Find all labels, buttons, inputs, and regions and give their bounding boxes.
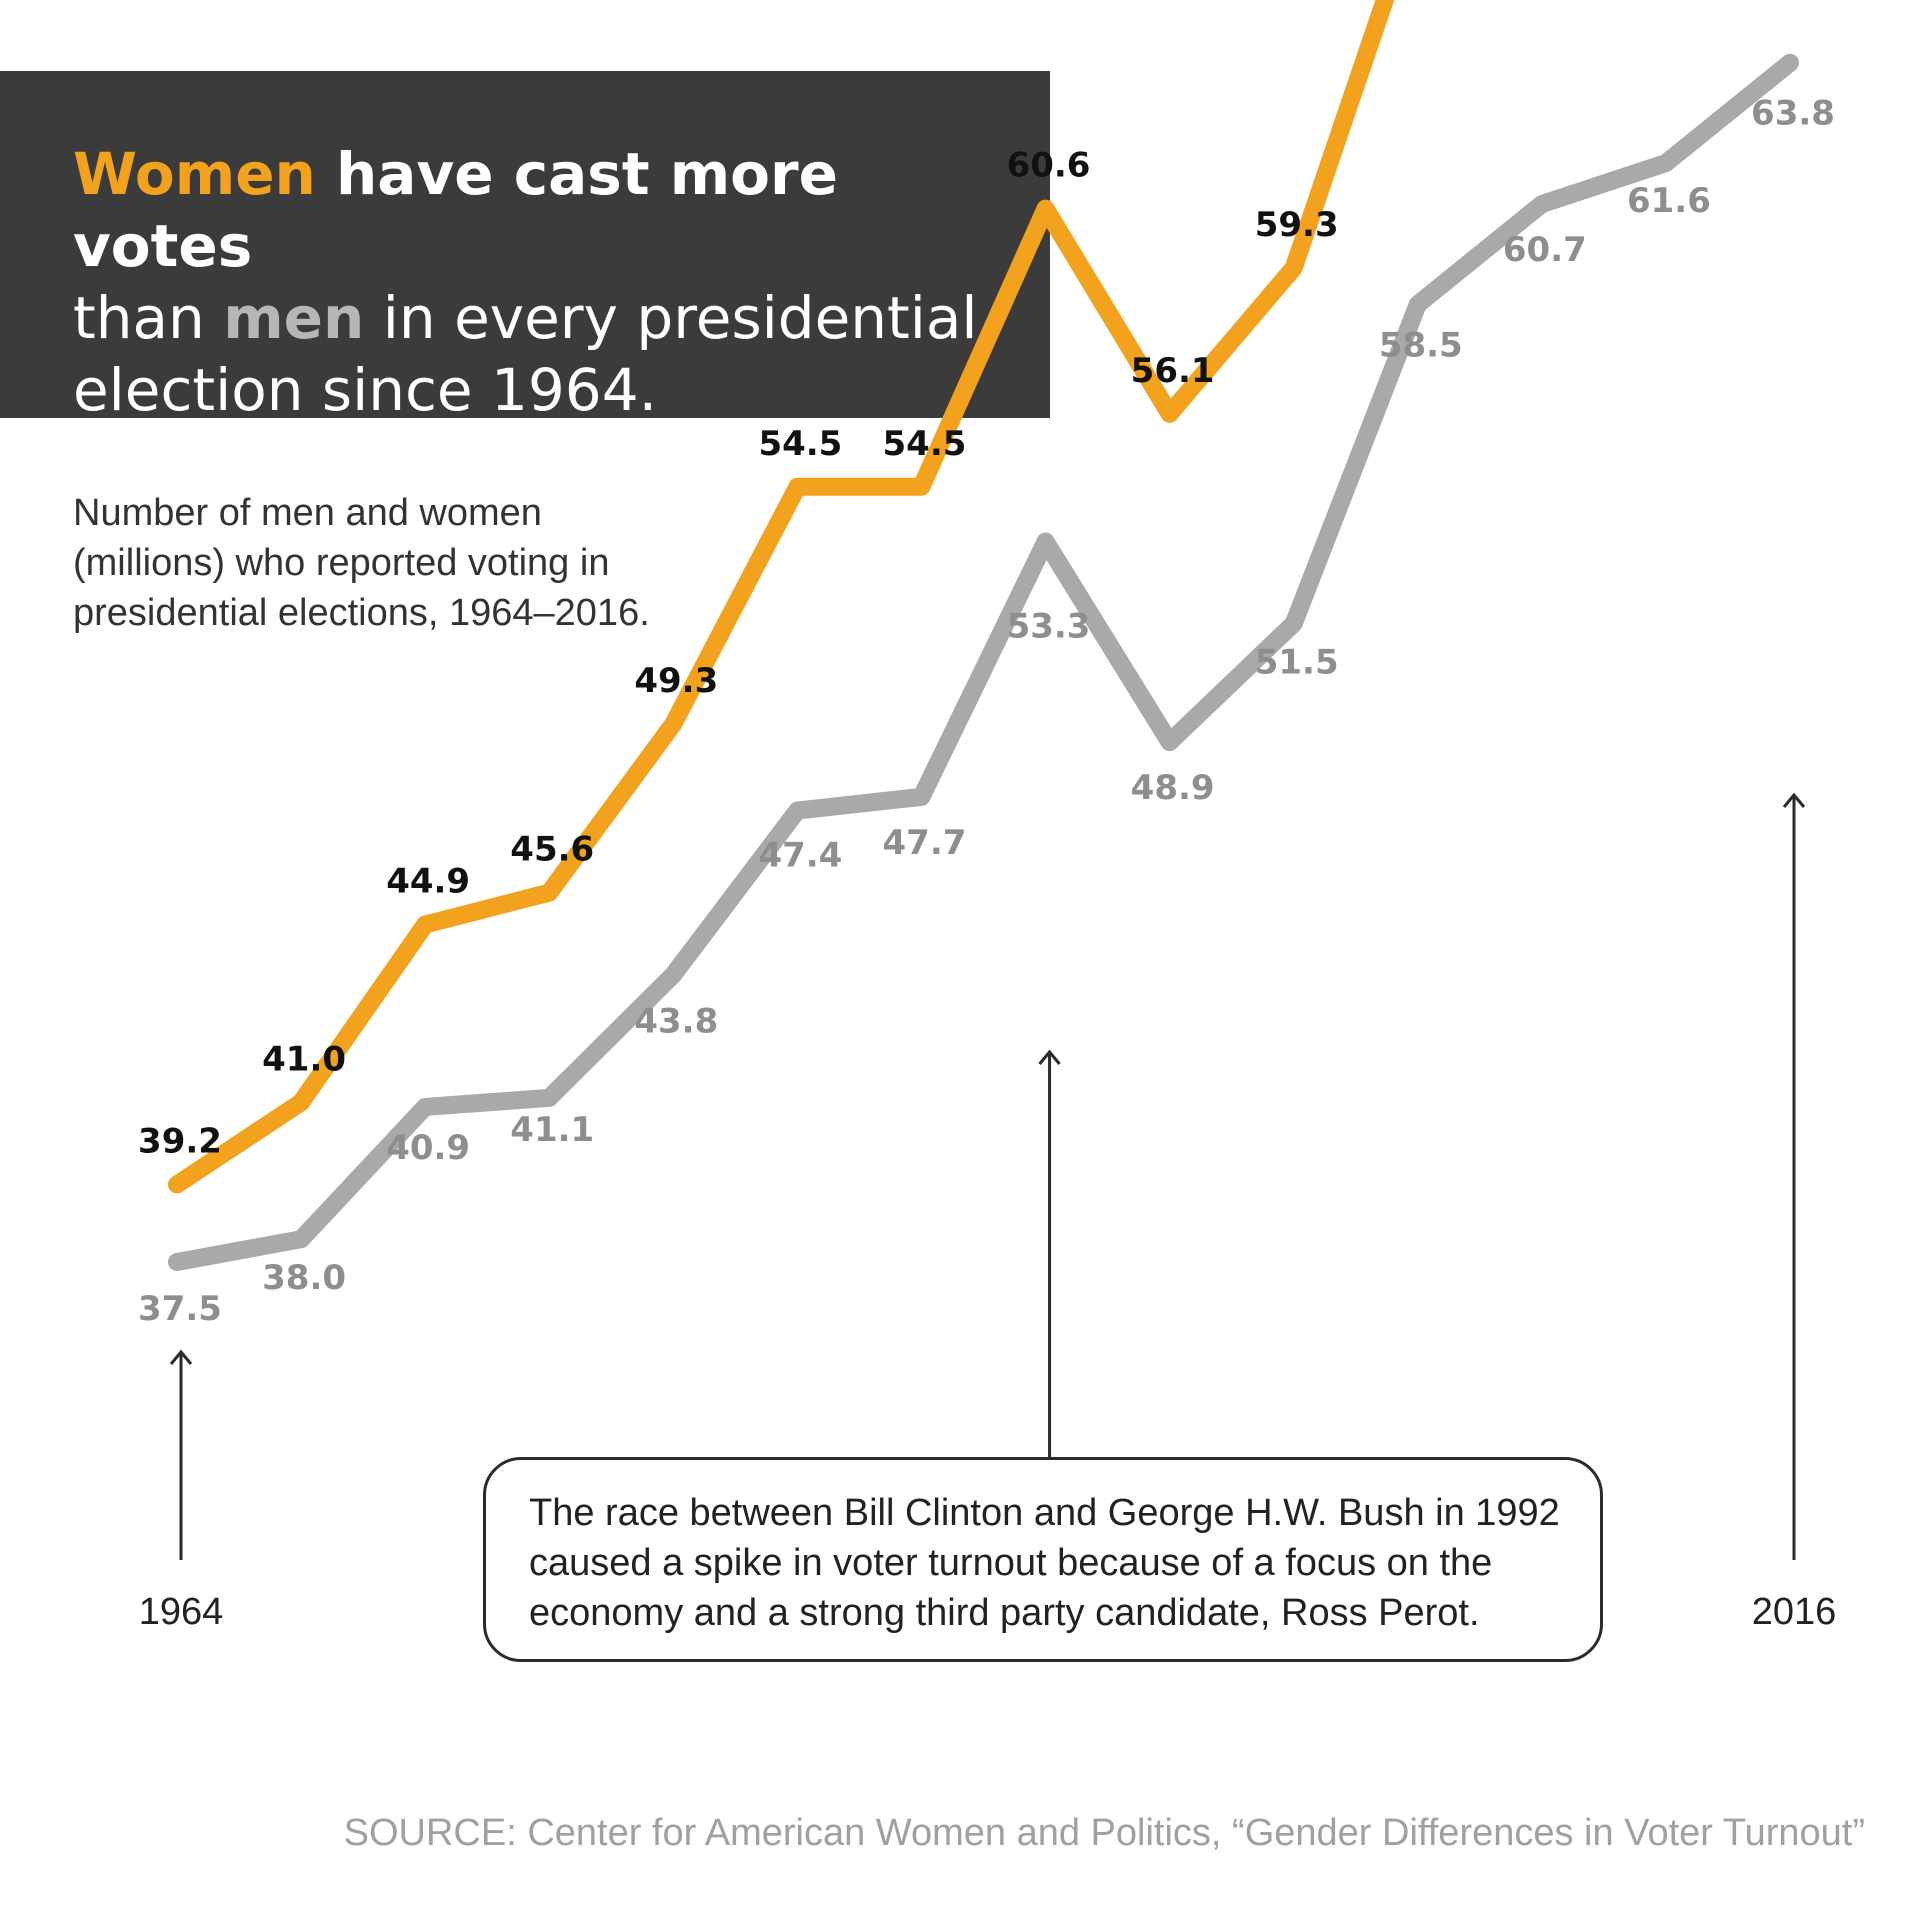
men-data-label: 51.5 bbox=[1255, 643, 1339, 683]
arrow-2016-head bbox=[1782, 792, 1806, 808]
women-data-label: 54.5 bbox=[758, 424, 842, 464]
arrow-1964-head bbox=[169, 1349, 193, 1365]
annotation-arrows bbox=[169, 792, 1806, 1560]
title-part-1: have cast more votes bbox=[73, 140, 838, 280]
chart-subtitle: Number of men and women (millions) who r… bbox=[73, 492, 650, 634]
men-data-label: 47.7 bbox=[883, 823, 967, 863]
men-data-label: 63.8 bbox=[1751, 94, 1835, 134]
annotation-box: The race between Bill Clinton and George… bbox=[483, 1457, 1603, 1662]
women-data-label: 54.5 bbox=[883, 424, 967, 464]
title-men-word: men bbox=[223, 284, 365, 352]
men-data-label: 40.9 bbox=[386, 1128, 470, 1168]
men-data-label: 60.7 bbox=[1503, 230, 1587, 270]
chart-title: Women have cast more votes than men in ev… bbox=[73, 138, 1033, 426]
title-box bbox=[0, 71, 1050, 418]
x-tick-labels: 1964 2016 bbox=[139, 1591, 1837, 1633]
women-data-label: 45.6 bbox=[510, 830, 594, 870]
x-tick-label-2016: 2016 bbox=[1752, 1591, 1837, 1633]
men-data-label: 48.9 bbox=[1131, 768, 1215, 808]
women-data-label: 39.2 bbox=[138, 1121, 222, 1161]
men-data-label: 38.0 bbox=[262, 1258, 346, 1298]
women-data-label: 56.1 bbox=[1131, 351, 1215, 391]
title-part-3: in every presidential election since 196… bbox=[73, 284, 978, 424]
men-data-label: 53.3 bbox=[1007, 607, 1091, 647]
men-data-label: 47.4 bbox=[758, 836, 842, 876]
men-data-label: 58.5 bbox=[1379, 325, 1463, 365]
x-tick-label-1964: 1964 bbox=[139, 1591, 224, 1633]
women-data-label: 41.0 bbox=[262, 1039, 346, 1079]
source-note: SOURCE: Center for American Women and Po… bbox=[343, 1812, 1865, 1854]
arrow-1992-head bbox=[1038, 1049, 1061, 1065]
women-data-label: 49.3 bbox=[634, 661, 718, 701]
women-data-label: 60.6 bbox=[1007, 146, 1091, 186]
women-data-label: 44.9 bbox=[386, 862, 470, 902]
women-series-line bbox=[168, 0, 1395, 1194]
men-data-label: 61.6 bbox=[1627, 181, 1711, 221]
title-part-2: than bbox=[73, 284, 224, 352]
men-series-line bbox=[168, 53, 1799, 1271]
men-data-label: 43.8 bbox=[634, 1002, 718, 1042]
series-lines bbox=[168, 0, 1799, 1271]
men-data-label: 41.1 bbox=[510, 1110, 594, 1150]
data-labels: 39.2 41.0 44.9 45.6 49.3 54.5 54.5 60.6 56.1 59.3… bbox=[138, 94, 1835, 1329]
men-data-label: 37.5 bbox=[138, 1289, 222, 1329]
women-data-label: 59.3 bbox=[1255, 205, 1339, 245]
title-women-word: Women bbox=[73, 140, 316, 208]
